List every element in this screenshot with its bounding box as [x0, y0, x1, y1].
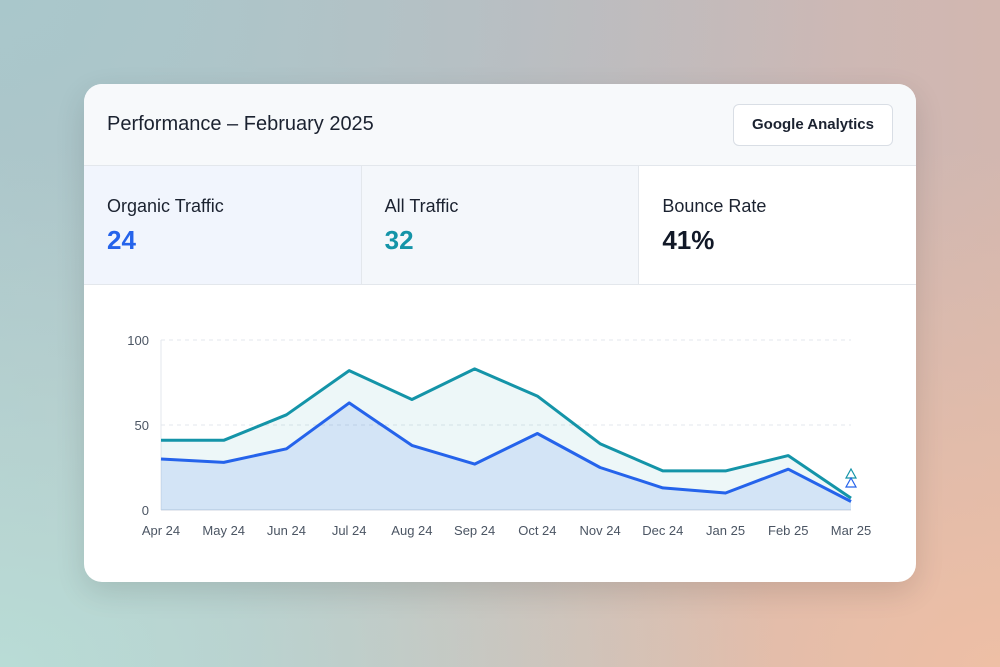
x-tick-label: Jul 24 [332, 523, 367, 538]
y-tick-label: 0 [142, 503, 149, 518]
page-title: Performance – February 2025 [107, 113, 374, 135]
y-tick-label: 100 [127, 333, 149, 348]
x-tick-label: Apr 24 [142, 523, 180, 538]
google-analytics-button[interactable]: Google Analytics [733, 103, 893, 146]
x-tick-label: Aug 24 [391, 523, 432, 538]
area-all-traffic [161, 368, 851, 510]
line-organic-traffic [160, 401, 852, 503]
stats-row: Organic Traffic 24 All Traffic 32 Bounce R… [84, 166, 916, 285]
triangle-marker-icon [844, 476, 858, 488]
x-tick-label: Feb 25 [768, 523, 808, 538]
y-tick-label: 50 [135, 418, 149, 433]
stat-value: 32 [384, 225, 414, 255]
stat-all-traffic[interactable]: All Traffic 32 [361, 166, 640, 284]
x-tick-label: May 24 [202, 523, 245, 538]
x-tick-label: Oct 24 [518, 523, 556, 538]
traffic-chart: 0 50 100 Apr 24 May 24 Jun 24 Jul 24 Aug 24 Sep … [127, 333, 871, 538]
stat-label: Organic Traffic [107, 196, 224, 216]
triangle-marker-icon [844, 467, 858, 479]
line-all-traffic [161, 367, 852, 500]
stat-organic-traffic[interactable]: Organic Traffic 24 [84, 166, 362, 284]
stat-label: All Traffic [384, 196, 459, 216]
area-organic-traffic [161, 402, 851, 510]
card-header: Performance – February 2025 Google Analy… [84, 84, 916, 166]
x-tick-label: Sep 24 [454, 523, 495, 538]
performance-card: Performance – February 2025 Google Analy… [84, 84, 916, 582]
x-tick-label: Nov 24 [579, 523, 620, 538]
x-tick-label: Jun 24 [267, 523, 306, 538]
stat-bounce-rate[interactable]: Bounce Rate 41% [639, 166, 916, 284]
stat-value: 24 [107, 225, 136, 255]
stat-label: Bounce Rate [662, 196, 767, 216]
x-tick-label: Dec 24 [642, 523, 683, 538]
x-tick-label: Jan 25 [706, 523, 745, 538]
x-tick-label: Mar 25 [831, 523, 871, 538]
stat-value: 41% [662, 225, 715, 255]
